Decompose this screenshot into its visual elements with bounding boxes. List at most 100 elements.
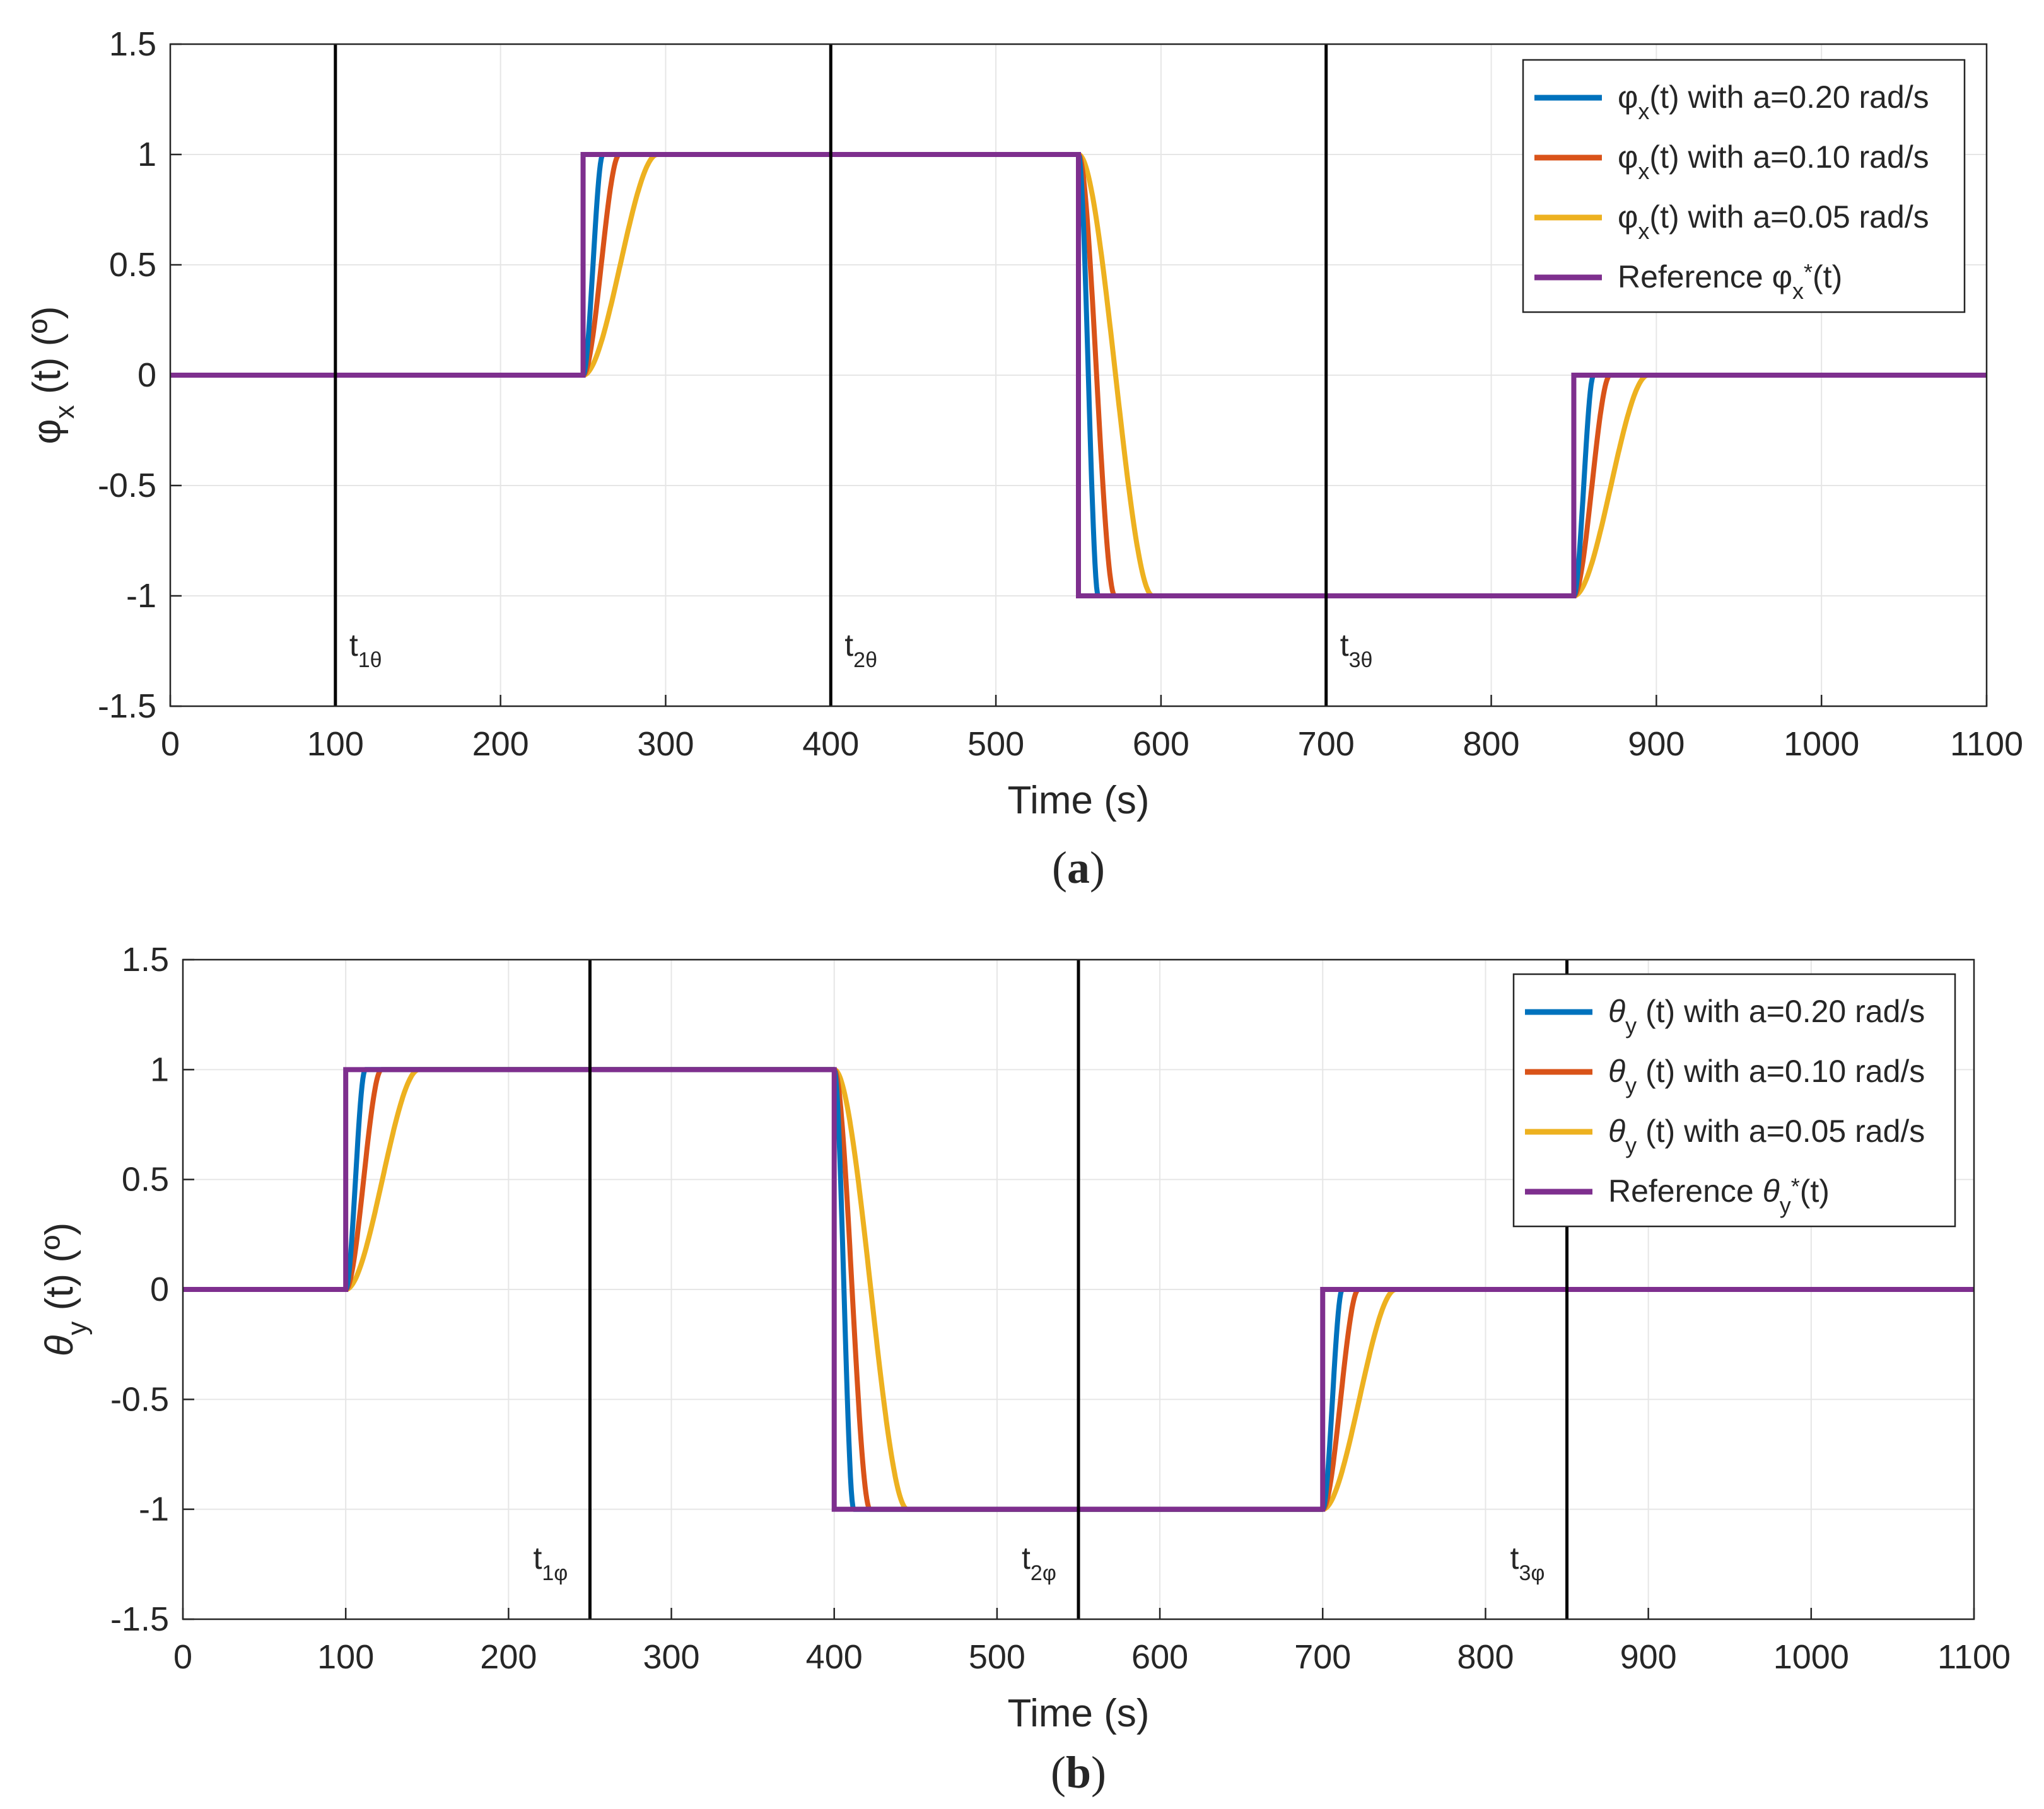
marker-label-main: t — [533, 1540, 542, 1576]
y-tick-label: -1.5 — [98, 687, 156, 725]
legend-symbol: φ — [1618, 199, 1638, 235]
marker-label: t2φ — [1022, 1540, 1056, 1585]
caption-open: ( — [1051, 1747, 1066, 1798]
legend-prefix: Reference — [1618, 259, 1772, 294]
caption-letter: b — [1066, 1747, 1091, 1798]
x-tick-label: 200 — [480, 1638, 537, 1676]
y-tick-label: 0 — [150, 1271, 169, 1308]
y-axis-label-tail: (t) (º) — [38, 1223, 81, 1322]
legend-text: (t) with a=0.20 rad/s — [1637, 994, 1925, 1029]
legend-sub: x — [1638, 158, 1649, 184]
y-tick-label: 1 — [150, 1050, 169, 1088]
legend-sub: y — [1625, 1013, 1637, 1038]
x-tick-label: 100 — [307, 725, 364, 763]
y-tick-label: -0.5 — [110, 1380, 169, 1418]
marker-label-sub: 1φ — [542, 1561, 568, 1585]
legend-symbol: φ — [1618, 139, 1638, 175]
x-tick-label: 100 — [317, 1638, 374, 1676]
marker-label: t2θ — [844, 627, 877, 672]
series-line-reference — [183, 1067, 1974, 1512]
y-tick-label: 1 — [137, 136, 156, 173]
marker-label-main: t — [1022, 1540, 1031, 1576]
legend-entry-a020: θy (t) with a=0.20 rad/s — [1608, 994, 1925, 1038]
caption-close: ) — [1090, 842, 1105, 893]
x-tick-label: 800 — [1463, 725, 1519, 763]
legend-text: (t) with a=0.05 rad/s — [1637, 1114, 1925, 1149]
legend-sub: x — [1638, 218, 1649, 244]
x-tick-label: 1000 — [1773, 1638, 1849, 1676]
x-axis-label: Time (s) — [1008, 1692, 1150, 1735]
legend-entry-a010: φx(t) with a=0.10 rad/s — [1618, 139, 1929, 184]
y-tick-label: 1.5 — [122, 941, 169, 979]
y-axis-label: φx (t) (º) — [25, 306, 80, 444]
legend-box — [1522, 59, 1966, 313]
legend: φx(t) with a=0.20 rad/sφx(t) with a=0.10… — [1522, 59, 1966, 313]
series-line-reference — [170, 152, 1987, 598]
legend-entry-a020: φx(t) with a=0.20 rad/s — [1618, 79, 1929, 124]
legend-symbol: φ — [1618, 79, 1638, 115]
marker-label-sub: 3φ — [1519, 1561, 1545, 1585]
x-tick-label: 800 — [1457, 1638, 1514, 1676]
legend-symbol: φ — [1772, 259, 1792, 294]
legend-prefix: Reference — [1608, 1173, 1763, 1209]
x-tick-label: 0 — [173, 1638, 192, 1676]
y-tick-label: -1.5 — [110, 1600, 169, 1638]
y-tick-label: 0.5 — [122, 1161, 169, 1199]
y-axis-label-symbol: θ — [38, 1335, 81, 1356]
legend-text: (t) with a=0.10 rad/s — [1637, 1054, 1925, 1089]
legend-entry-reference: Reference θy*(t) — [1608, 1173, 1830, 1218]
marker-label-sub: 3θ — [1349, 648, 1373, 672]
x-tick-label: 600 — [1133, 725, 1189, 763]
legend-text: (t) — [1813, 259, 1842, 294]
marker-label-sub: 2φ — [1031, 1561, 1056, 1585]
x-tick-label: 0 — [161, 725, 180, 763]
y-tick-label: -1 — [126, 577, 156, 615]
legend-symbol: θ — [1763, 1173, 1780, 1209]
axes-box — [182, 958, 1975, 1620]
legend-sub: y — [1625, 1073, 1637, 1098]
x-tick-label: 900 — [1628, 725, 1685, 763]
legend-entry-a005: φx(t) with a=0.05 rad/s — [1618, 199, 1929, 244]
y-tick-label: 0.5 — [109, 246, 156, 284]
legend-text: (t) with a=0.20 rad/s — [1649, 79, 1929, 115]
panel-caption: (a) — [1052, 842, 1105, 893]
x-tick-label: 500 — [969, 1638, 1025, 1676]
caption-open: ( — [1052, 842, 1067, 893]
marker-label: t3θ — [1340, 627, 1373, 672]
marker-label-sub: 1θ — [358, 648, 382, 672]
legend-symbol: θ — [1608, 994, 1625, 1029]
marker-label-main: t — [1510, 1540, 1519, 1576]
x-tick-label: 200 — [472, 725, 529, 763]
marker-label-main: t — [1340, 627, 1349, 663]
y-tick-label: 0 — [137, 356, 156, 394]
marker-label: t3φ — [1510, 1540, 1545, 1585]
legend-box — [1512, 973, 1956, 1228]
marker-label-main: t — [349, 627, 358, 663]
x-tick-label: 400 — [802, 725, 859, 763]
legend-text: (t) with a=0.05 rad/s — [1649, 199, 1929, 235]
marker-label-main: t — [844, 627, 853, 663]
axes-box — [169, 43, 1988, 707]
legend-star: * — [1804, 259, 1813, 285]
marker-label: t1θ — [349, 627, 382, 672]
x-tick-label: 1100 — [1937, 1638, 2011, 1676]
y-tick-label: -0.5 — [98, 467, 156, 504]
legend-text: (t) with a=0.10 rad/s — [1649, 139, 1929, 175]
legend-sub: x — [1792, 278, 1804, 304]
x-tick-label: 500 — [967, 725, 1024, 763]
x-tick-label: 600 — [1131, 1638, 1188, 1676]
x-tick-label: 300 — [643, 1638, 699, 1676]
x-tick-label: 700 — [1294, 1638, 1351, 1676]
panel-b-chart: 0 100 200 300 400 500 600 700 800 900 1000 1100 -1.5… — [38, 941, 2011, 1798]
marker-label: t1φ — [533, 1540, 568, 1585]
legend-entry-a010: θy (t) with a=0.10 rad/s — [1608, 1054, 1925, 1098]
legend-entry-a005: θy (t) with a=0.05 rad/s — [1608, 1114, 1925, 1158]
marker-label-sub: 2θ — [853, 648, 877, 672]
y-axis-label-symbol: φ — [25, 419, 69, 444]
legend-star: * — [1791, 1173, 1800, 1199]
caption-close: ) — [1091, 1747, 1106, 1798]
panel-a-chart: 0 100 200 300 400 500 600 700 800 900 1000 1100 -1.5… — [25, 25, 2023, 893]
y-axis-label-sub: y — [62, 1322, 93, 1335]
legend: θy (t) with a=0.20 rad/sθy (t) with a=0.… — [1512, 973, 1956, 1228]
